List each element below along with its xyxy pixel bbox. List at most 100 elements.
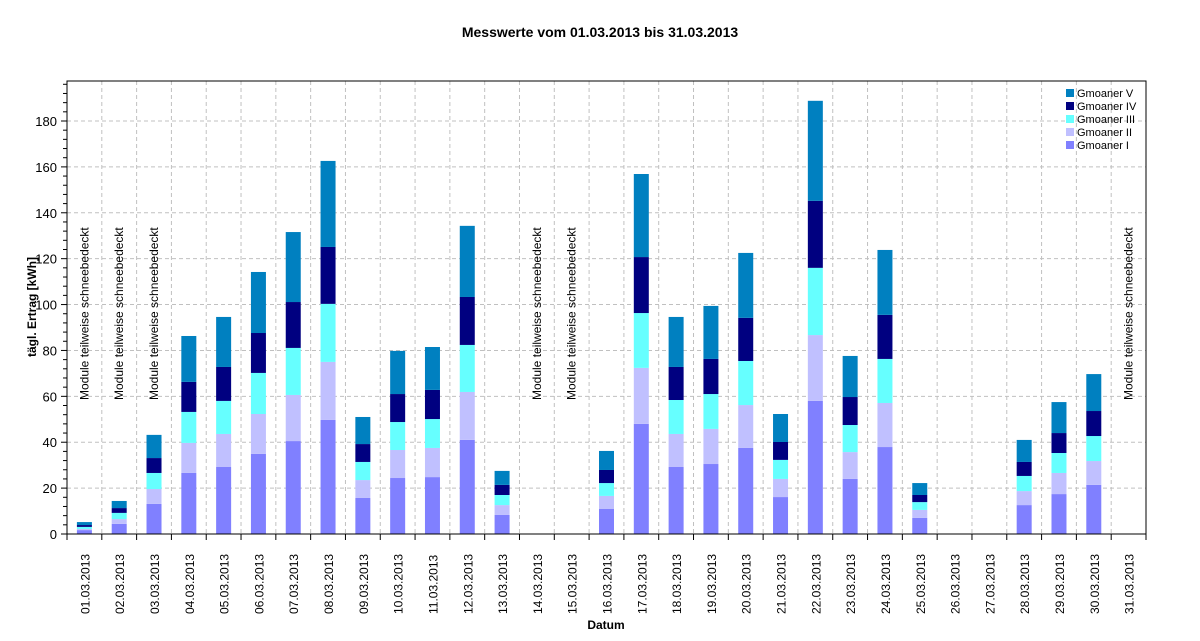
bar-segment xyxy=(390,422,406,451)
bar-segment xyxy=(773,414,789,442)
bar-segment xyxy=(250,372,266,415)
bar-stack xyxy=(1051,402,1067,534)
x-tick-label: 22.03.2013 xyxy=(809,554,823,614)
x-tick-label: 26.03.2013 xyxy=(949,554,963,614)
bar-stack xyxy=(912,483,928,534)
bar-segment xyxy=(703,464,719,534)
bar-segment xyxy=(1051,453,1067,473)
bar-segment xyxy=(146,489,162,504)
bar-segment xyxy=(633,174,649,258)
x-tick-label: 06.03.2013 xyxy=(252,554,266,614)
legend-label: Gmoaner II xyxy=(1077,127,1132,139)
bar-stack xyxy=(424,347,440,534)
bar-segment xyxy=(1086,411,1102,437)
bar-segment xyxy=(76,525,92,527)
y-tick-label: 120 xyxy=(35,252,57,267)
bar-segment xyxy=(355,497,371,534)
bar-stack xyxy=(459,225,475,534)
bar-segment xyxy=(1016,491,1032,506)
y-tick-label: 180 xyxy=(35,114,57,129)
bar-segment xyxy=(842,355,858,398)
bar-stack xyxy=(494,470,510,534)
bar-segment xyxy=(111,508,127,513)
bar-segment xyxy=(1016,461,1032,476)
annotation-label: Module teilweise schneebedeckt xyxy=(112,227,126,400)
x-tick-label: 19.03.2013 xyxy=(705,554,719,614)
bar-segment xyxy=(494,470,510,485)
y-tick-label: 60 xyxy=(43,389,57,404)
x-tick-label: 25.03.2013 xyxy=(914,554,928,614)
bar-stack xyxy=(250,271,266,534)
x-tick-label: 05.03.2013 xyxy=(218,554,232,614)
bar-segment xyxy=(773,478,789,498)
x-tick-label: 27.03.2013 xyxy=(983,554,997,614)
bar-segment xyxy=(146,503,162,534)
bar-segment xyxy=(668,433,684,468)
x-tick-label: 17.03.2013 xyxy=(635,554,649,614)
y-tick-label: 0 xyxy=(50,527,57,542)
bar-segment xyxy=(1086,484,1102,534)
bar-segment xyxy=(599,508,614,534)
bar-segment xyxy=(111,512,127,520)
x-tick-label: 24.03.2013 xyxy=(879,554,893,614)
bar-segment xyxy=(1051,472,1067,495)
x-tick-label: 07.03.2013 xyxy=(287,554,301,614)
x-tick-label: 09.03.2013 xyxy=(357,554,371,614)
annotation-label: Module teilweise schneebedeckt xyxy=(147,227,161,400)
legend-swatch xyxy=(1066,115,1074,123)
annotation-label: Module teilweise schneebedeckt xyxy=(565,227,579,400)
bar-segment xyxy=(877,358,893,403)
bar-segment xyxy=(494,494,510,506)
x-tick-label: 31.03.2013 xyxy=(1123,554,1137,614)
bar-segment xyxy=(807,400,823,534)
bar-segment xyxy=(668,400,684,434)
bar-segment xyxy=(877,447,893,534)
bar-stack xyxy=(599,450,614,534)
bar-segment xyxy=(494,514,510,534)
bar-segment xyxy=(773,441,789,460)
x-tick-label: 11.03.2013 xyxy=(426,555,440,614)
bar-segment xyxy=(912,483,928,495)
bar-segment xyxy=(842,452,858,479)
bar-segment xyxy=(146,458,162,473)
bar-segment xyxy=(738,405,754,448)
bar-segment xyxy=(599,469,614,484)
bar-segment xyxy=(1051,402,1067,434)
bar-segment xyxy=(390,450,406,479)
bar-stack xyxy=(146,434,162,534)
bar-segment xyxy=(703,428,719,465)
bar-segment xyxy=(111,500,127,509)
x-tick-label: 13.03.2013 xyxy=(496,554,510,614)
bar-segment xyxy=(424,477,440,534)
y-tick-label: 160 xyxy=(35,160,57,175)
bar-segment xyxy=(320,303,336,362)
bar-segment xyxy=(703,394,719,429)
bar-segment xyxy=(459,344,475,392)
bar-segment xyxy=(633,257,649,314)
bar-segment xyxy=(842,478,858,534)
bar-segment xyxy=(807,200,823,268)
bar-segment xyxy=(912,509,928,518)
bar-stack xyxy=(181,335,197,534)
x-tick-label: 04.03.2013 xyxy=(183,554,197,614)
bar-segment xyxy=(1016,505,1032,534)
bar-segment xyxy=(807,335,823,401)
bar-segment xyxy=(250,271,266,334)
bar-segment xyxy=(76,530,92,534)
bar-segment xyxy=(599,483,614,496)
y-tick-label: 100 xyxy=(35,298,57,313)
bar-stacks xyxy=(76,100,1102,534)
bar-segment xyxy=(181,335,197,382)
x-axis: 01.03.2013 02.03.2013 03.03.2013 04.03.2013… xyxy=(66,534,1147,614)
bar-stack xyxy=(633,174,649,534)
bar-segment xyxy=(1016,475,1032,492)
bar-segment xyxy=(633,367,649,424)
x-tick-label: 23.03.2013 xyxy=(844,554,858,614)
bar-segment xyxy=(181,442,197,473)
bar-segment xyxy=(146,434,162,459)
x-tick-label: 20.03.2013 xyxy=(740,554,754,614)
bar-stack xyxy=(738,252,754,534)
bar-segment xyxy=(320,361,336,420)
bar-segment xyxy=(912,517,928,534)
